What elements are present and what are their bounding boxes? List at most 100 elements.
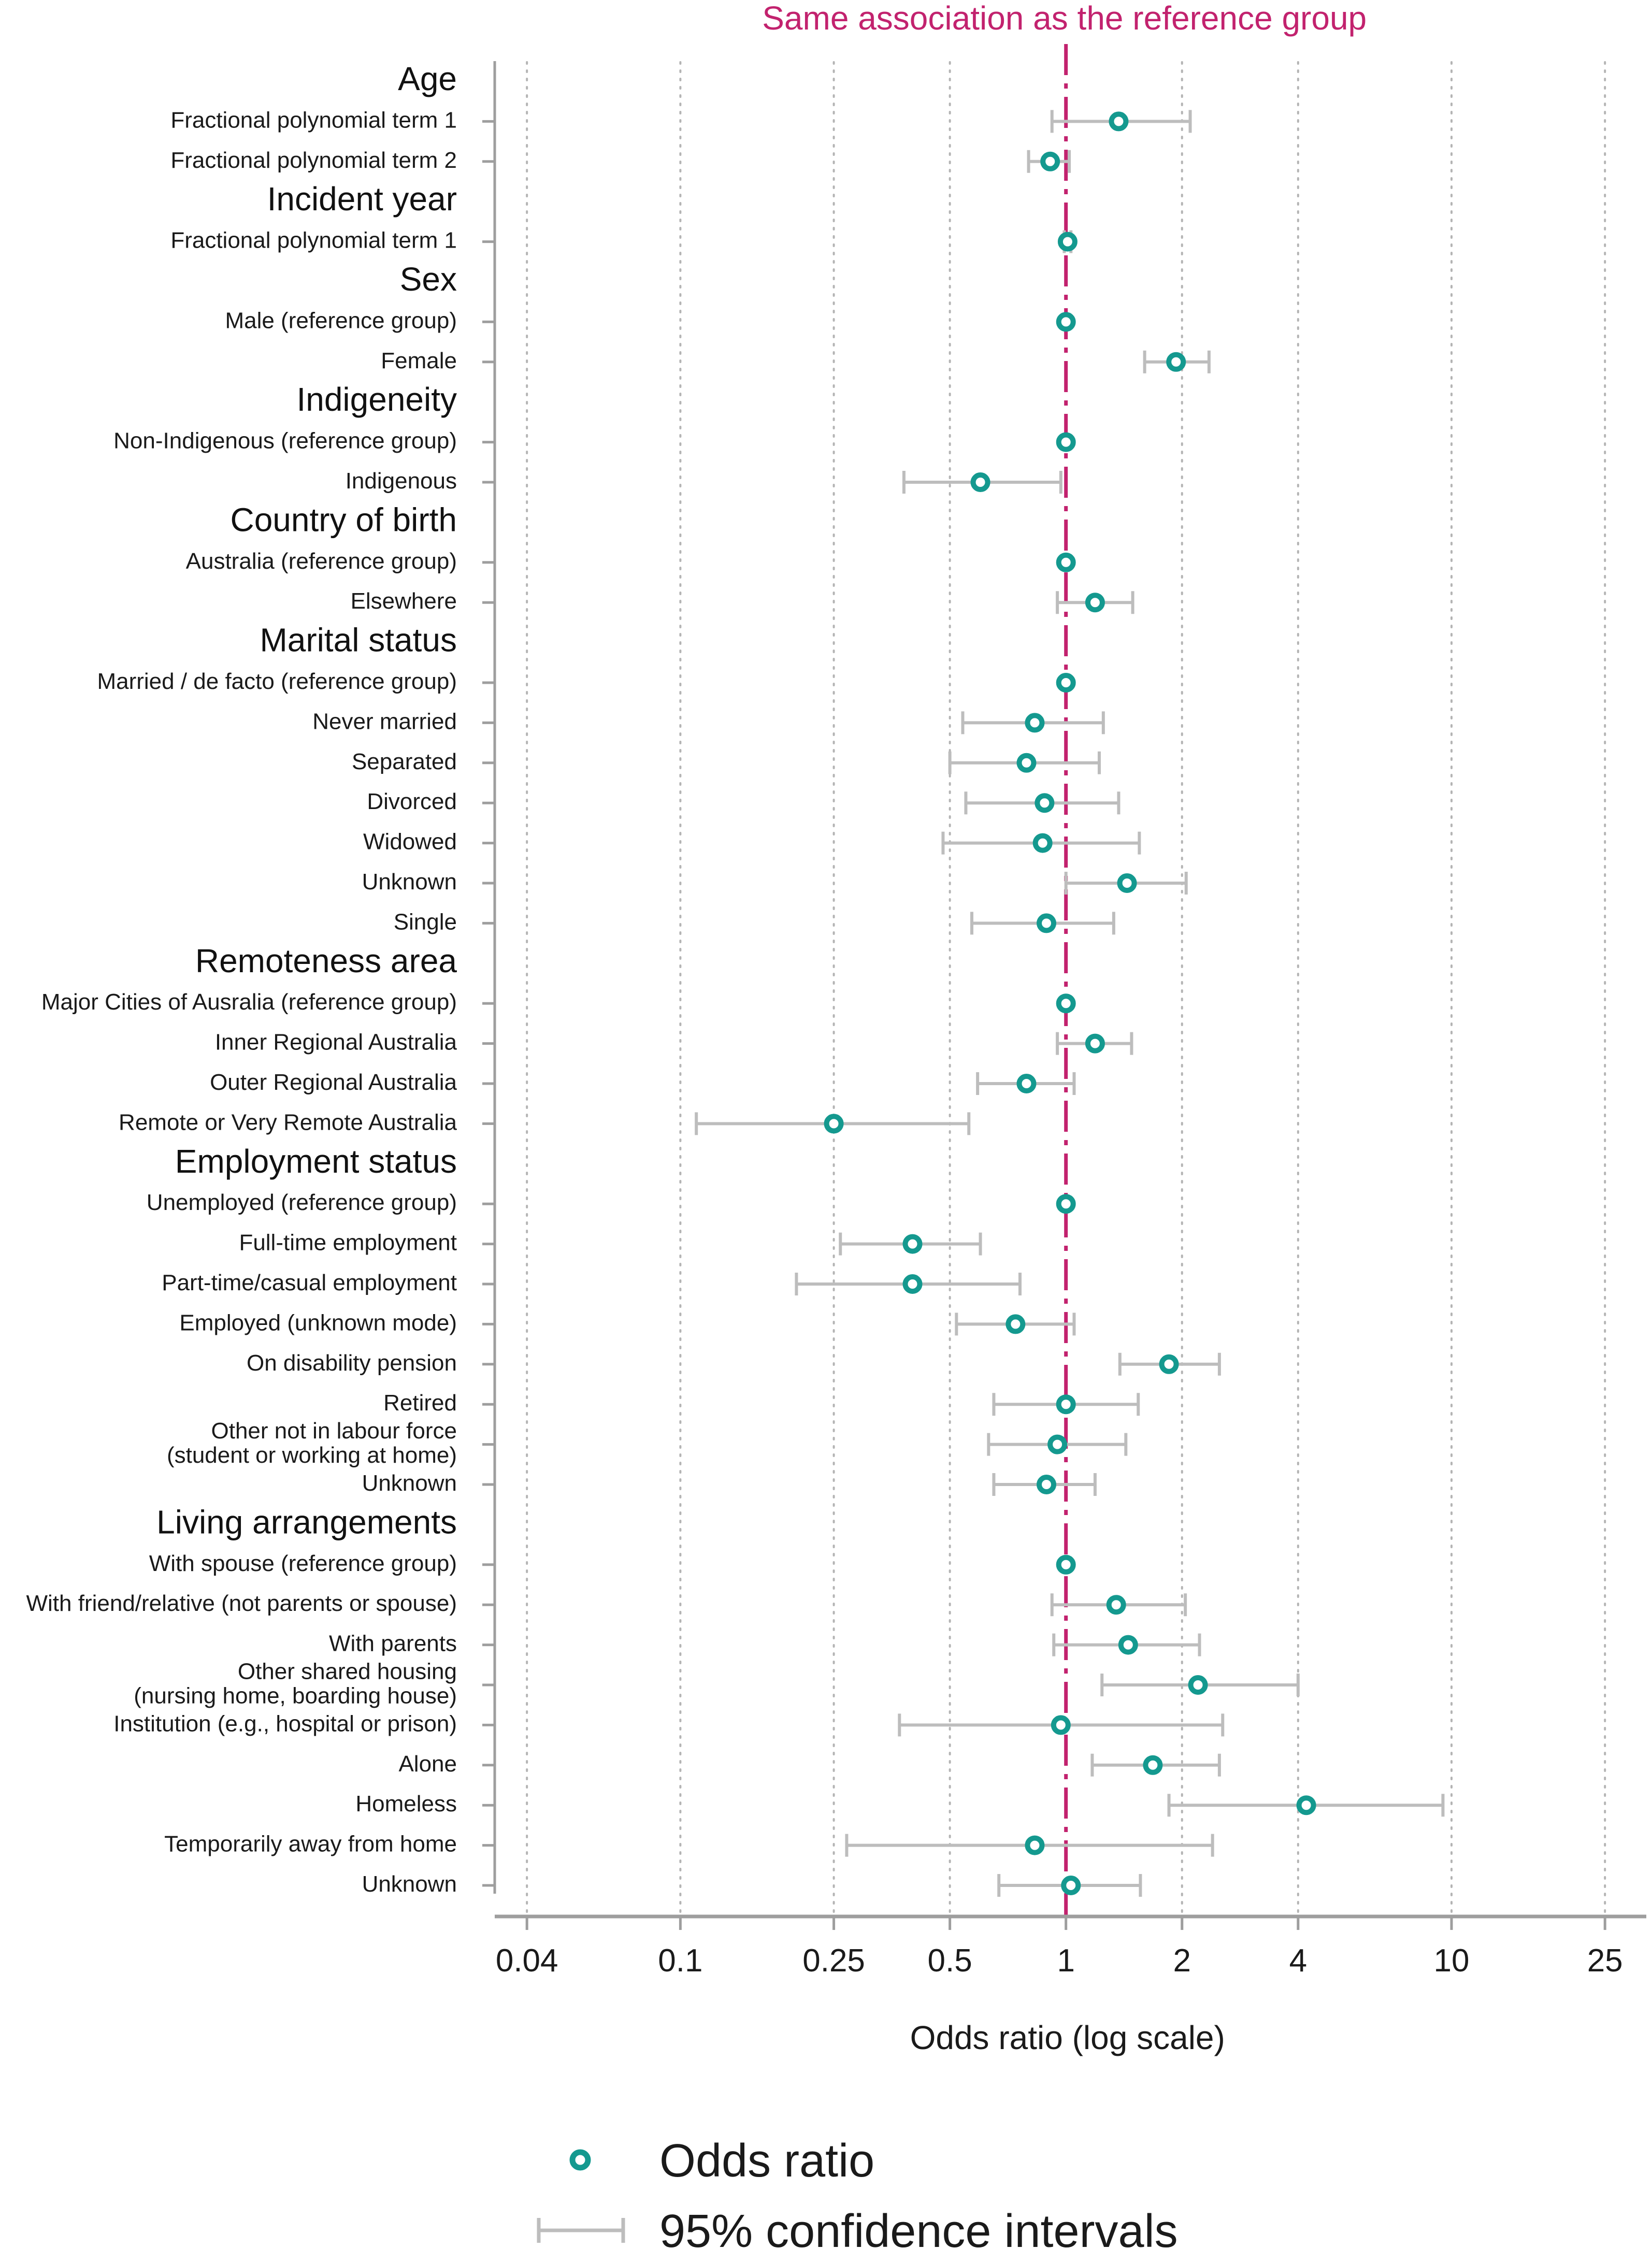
group-header-label: Indigeneity [296,381,457,418]
odds-ratio-point [1118,1635,1138,1655]
row-23: Major Cities of Ausralia (reference grou… [41,989,1076,1015]
row-28: Unemployed (reference group) [147,1190,1076,1215]
row-33: Retired [383,1390,1140,1416]
odds-ratio-point [1056,993,1076,1014]
reference-line-label: Same association as the reference group [762,0,1367,37]
odds-ratio-point [1056,1194,1076,1214]
row-35: Unknown [362,1471,1097,1496]
row-label: Indigenous [346,468,457,494]
odds-ratio-point [1025,713,1045,733]
x-tick-label: 0.04 [496,1943,558,1979]
row-15: Married / de facto (reference group) [97,669,1076,694]
row-26: Remote or Very Remote Australia [119,1109,971,1135]
row-label: Part-time/casual employment [162,1270,457,1295]
odds-ratio-point [1057,232,1078,252]
row-18: Divorced [367,789,1121,815]
row-42: Alone [398,1751,1221,1777]
row-43: Homeless [355,1791,1445,1817]
row-label: Inner Regional Australia [215,1029,457,1055]
odds-ratio-point [1040,151,1060,171]
group-header-0: Age [398,60,457,97]
group-header-label: Age [398,60,457,97]
row-37: With spouse (reference group) [149,1550,1076,1576]
row-label: Institution (e.g., hospital or prison) [113,1711,457,1736]
row-17: Separated [352,748,1101,774]
row-39: With parents [329,1631,1201,1656]
group-header-8: Indigeneity [296,381,457,418]
row-label: Fractional polynomial term 1 [170,227,457,253]
row-32: On disability pension [247,1350,1221,1376]
odds-ratio-point [1016,753,1037,773]
row-label: Retired [383,1390,457,1416]
row-label: Other not in labour force (student or wor… [167,1418,457,1468]
odds-ratio-point [1188,1675,1208,1695]
row-label: Unknown [362,1871,457,1897]
row-45: Unknown [362,1871,1142,1897]
group-header-5: Sex [400,261,457,298]
group-header-14: Marital status [260,622,457,659]
row-label: Full-time employment [239,1230,457,1255]
row-label: Married / de facto (reference group) [97,669,457,694]
x-tick-label: 0.1 [658,1943,702,1979]
row-31: Employed (unknown mode) [179,1310,1076,1336]
row-label: Australia (reference group) [186,548,457,573]
odds-ratio-point [902,1234,923,1254]
group-header-3: Incident year [267,180,457,218]
vertical-gridlines [526,61,1606,1918]
legend-ci-marker [537,2218,625,2243]
group-header-27: Employment status [175,1143,457,1180]
x-tick-label: 4 [1289,1943,1307,1979]
row-13: Elsewhere [351,588,1134,614]
odds-ratio-point [1056,1554,1076,1575]
odds-ratio-point [1085,593,1105,613]
row-6: Male (reference group) [225,308,1076,333]
x-tick-label: 1 [1057,1943,1074,1979]
odds-ratio-point [1035,793,1055,813]
legend: Odds ratio 95% confidence intervals [537,2135,1178,2257]
row-label: With parents [329,1631,457,1656]
row-label: Employed (unknown mode) [179,1310,457,1335]
odds-ratio-point [1159,1354,1179,1374]
odds-ratio-point [1025,1835,1045,1855]
x-tick-label: 2 [1173,1943,1191,1979]
odds-ratio-point [1037,1475,1057,1494]
odds-ratio-point [1061,1876,1081,1895]
row-label: Separated [352,748,457,774]
row-label: Outer Regional Australia [210,1070,457,1095]
row-label: Homeless [355,1791,457,1817]
row-20: Unknown [362,869,1188,895]
group-header-22: Remoteness area [195,942,457,979]
row-label: Female [381,348,457,373]
row-label: On disability pension [247,1350,457,1375]
row-label: Unemployed (reference group) [147,1190,457,1215]
row-44: Temporarily away from home [164,1831,1214,1857]
legend-ci-label: 95% confidence intervals [659,2206,1178,2257]
odds-ratio-point [1016,1074,1037,1093]
odds-ratio-point [824,1114,844,1134]
row-label: Alone [398,1751,457,1776]
x-tick-label: 0.25 [802,1943,865,1979]
row-9: Non-Indigenous (reference group) [113,428,1076,453]
odds-ratio-point [902,1274,923,1294]
row-25: Outer Regional Australia [210,1070,1076,1095]
row-label: Male (reference group) [225,308,457,333]
row-40: Other shared housing (nursing home, board… [134,1659,1300,1708]
odds-ratio-point [1085,1033,1105,1054]
row-29: Full-time employment [239,1230,982,1256]
group-header-label: Marital status [260,622,457,659]
group-header-11: Country of birth [230,501,457,538]
group-header-label: Sex [400,261,457,298]
group-header-label: Country of birth [230,501,457,538]
row-2: Fractional polynomial term 2 [170,147,1071,173]
row-12: Australia (reference group) [186,548,1076,573]
row-label: Major Cities of Ausralia (reference grou… [41,989,457,1015]
odds-ratio-point [1005,1314,1026,1334]
row-label: Never married [312,709,457,734]
row-label: Unknown [362,869,457,895]
row-label: Temporarily away from home [164,1831,457,1856]
row-19: Widowed [363,829,1141,855]
odds-ratio-point [1166,352,1186,372]
row-24: Inner Regional Australia [215,1029,1133,1055]
row-7: Female [381,348,1211,373]
odds-ratio-point [1117,873,1137,893]
